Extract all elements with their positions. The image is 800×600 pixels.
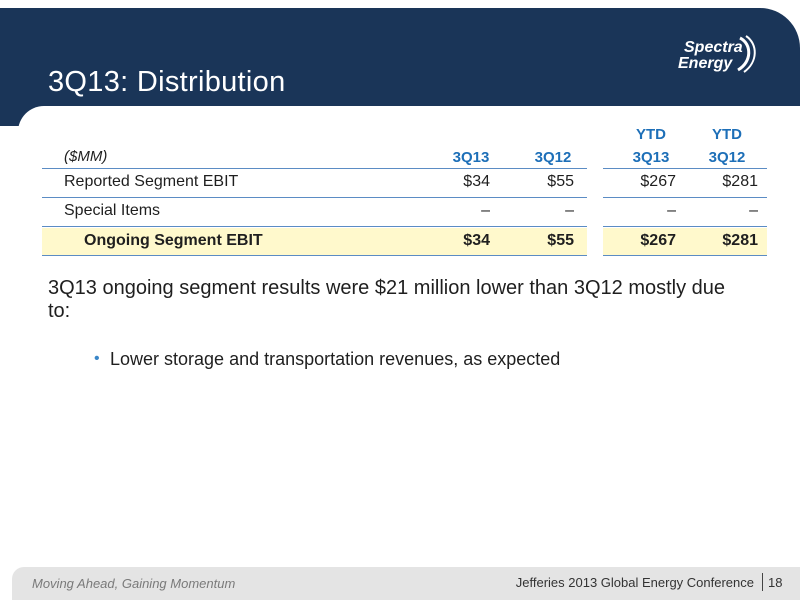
bullet-item: Lower storage and transportation revenue… bbox=[110, 349, 561, 369]
slide-title: 3Q13: Distribution bbox=[48, 66, 286, 98]
column-header-ytd-3q13-top: YTD bbox=[636, 126, 666, 143]
row-label: Special Items bbox=[64, 202, 161, 219]
footer-bar bbox=[12, 567, 800, 600]
table-cell: $267 bbox=[640, 173, 676, 190]
unit-label: ($MM) bbox=[64, 148, 108, 165]
table-cell: – bbox=[481, 202, 490, 219]
logo-swoosh-icon bbox=[737, 35, 756, 73]
column-header-3q13: 3Q13 bbox=[452, 149, 490, 166]
total-row-highlight bbox=[603, 228, 767, 255]
table-cell-total: $281 bbox=[722, 232, 758, 249]
table-cell: – bbox=[749, 202, 758, 219]
table-cell-total: $34 bbox=[463, 232, 490, 249]
summary-text: 3Q13 ongoing segment results were $21 mi… bbox=[48, 277, 726, 322]
header-rule bbox=[603, 168, 767, 169]
column-header-ytd-3q13-bottom: 3Q13 bbox=[632, 149, 670, 166]
page-number: 18 bbox=[768, 575, 783, 590]
column-header-ytd-3q12-bottom: 3Q12 bbox=[708, 149, 746, 166]
row-label: Reported Segment EBIT bbox=[64, 173, 239, 190]
content-panel-corner bbox=[18, 106, 800, 166]
footer-divider bbox=[762, 573, 763, 591]
row-rule bbox=[603, 226, 767, 227]
row-rule bbox=[42, 197, 587, 198]
row-rule bbox=[603, 197, 767, 198]
row-rule bbox=[42, 255, 587, 256]
footer-tagline: Moving Ahead, Gaining Momentum bbox=[32, 576, 236, 591]
table-cell: $34 bbox=[463, 173, 490, 190]
table-cell-total: $55 bbox=[547, 232, 574, 249]
bullet-marker: • bbox=[94, 350, 100, 367]
table-cell: – bbox=[565, 202, 574, 219]
row-rule bbox=[42, 226, 587, 227]
row-label-total: Ongoing Segment EBIT bbox=[84, 232, 263, 249]
table-cell: – bbox=[667, 202, 676, 219]
row-rule bbox=[603, 255, 767, 256]
header-rule bbox=[42, 168, 587, 169]
total-row-highlight bbox=[42, 228, 587, 255]
spectra-energy-logo: Spectra Energy bbox=[672, 34, 772, 80]
logo-text-line2: Energy bbox=[678, 55, 733, 72]
footer-conference: Jefferies 2013 Global Energy Conference bbox=[515, 575, 754, 590]
table-cell: $281 bbox=[722, 173, 758, 190]
column-header-3q12: 3Q12 bbox=[534, 149, 572, 166]
table-cell-total: $267 bbox=[640, 232, 676, 249]
column-header-ytd-3q12-top: YTD bbox=[712, 126, 742, 143]
logo-text-line1: Spectra bbox=[684, 39, 743, 56]
table-cell: $55 bbox=[547, 173, 574, 190]
